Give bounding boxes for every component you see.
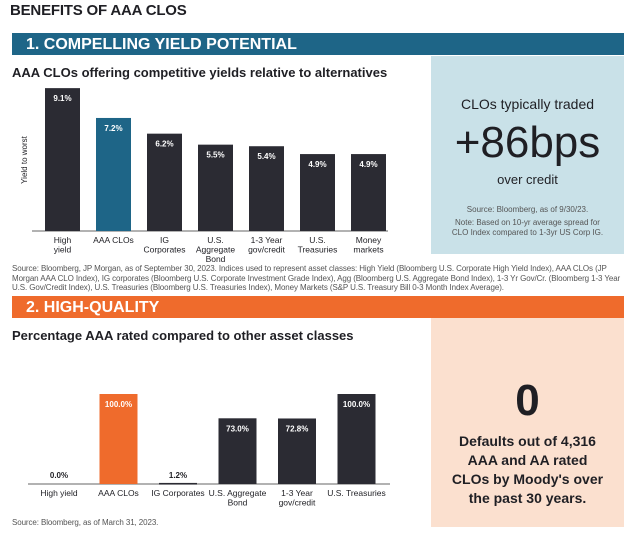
category-label-4: gov/credit (248, 245, 285, 255)
panel-line2: over credit (497, 172, 558, 187)
chart1-source: Source: Bloomberg, JP Morgan, as of Sept… (12, 264, 621, 292)
category-label-3: Aggregate (196, 245, 235, 255)
chart2-source: Source: Bloomberg, as of March 31, 2023. (12, 518, 159, 527)
bar-2 (159, 482, 197, 485)
bar-1 (96, 117, 131, 231)
chart1-ylabel: Yield to worst (20, 135, 29, 184)
category-label-4: 1-3 Year (281, 488, 313, 498)
category-label-6: markets (353, 245, 383, 255)
category-label-5: U.S. (309, 235, 326, 245)
defaults-panel: 0 Defaults out of 4,316 AAA and AA rated… (431, 318, 624, 527)
category-label-2: IG Corporates (151, 488, 204, 498)
spread-panel: CLOs typically traded +86bps over credit… (431, 56, 624, 254)
bar-label-2: 6.2% (155, 140, 173, 149)
bar-label-4: 72.8% (286, 424, 309, 433)
category-label-3: Bond (206, 254, 226, 264)
bar-label-5: 4.9% (308, 160, 326, 169)
category-label-4: 1-3 Year (251, 235, 283, 245)
bar-label-1: 7.2% (104, 124, 122, 133)
bar-label-4: 5.4% (257, 152, 275, 161)
panel-big-value: +86bps (454, 118, 601, 167)
bar-label-0: 9.1% (53, 94, 71, 103)
category-label-0: High yield (40, 488, 78, 498)
bar-2 (147, 133, 182, 231)
category-label-4: gov/credit (279, 498, 316, 508)
category-label-5: U.S. Treasuries (327, 488, 386, 498)
bar-label-3: 5.5% (206, 151, 224, 160)
category-label-3: U.S. (207, 235, 224, 245)
category-label-0: yield (54, 245, 72, 255)
section1-header: 1. COMPELLING YIELD POTENTIAL (12, 33, 624, 55)
bar-label-6: 4.9% (359, 160, 377, 169)
category-label-3: Bond (228, 498, 248, 508)
chart1-subtitle: AAA CLOs offering competitive yields rel… (12, 65, 388, 80)
bar-label-5: 100.0% (343, 400, 370, 409)
category-label-2: IG (160, 235, 169, 245)
bar-3 (218, 418, 257, 484)
bar-4 (278, 418, 316, 484)
bar-0 (45, 88, 80, 231)
bar-5 (337, 394, 376, 484)
defaults-value: 0 (515, 376, 540, 425)
category-label-6: Money (356, 235, 382, 245)
bar-label-2: 1.2% (169, 471, 187, 480)
panel-note: Note: Based on 10-yr average spread for … (451, 218, 604, 237)
bar-3 (198, 144, 233, 231)
category-label-3: U.S. Aggregate (209, 488, 267, 498)
bar-1 (99, 394, 138, 484)
panel-line1: CLOs typically traded (460, 96, 595, 112)
page-title: BENEFITS OF AAA CLOS (10, 2, 187, 19)
category-label-0: High (54, 235, 72, 245)
bar-5 (300, 154, 335, 231)
bar-label-1: 100.0% (105, 400, 132, 409)
category-label-1: AAA CLOs (98, 488, 139, 498)
bar-4 (249, 146, 284, 231)
chart2-subtitle: Percentage AAA rated compared to other a… (12, 328, 354, 343)
category-label-2: Corporates (143, 245, 185, 255)
panel-source: Source: Bloomberg, as of 9/30/23. (466, 205, 589, 214)
bar-label-3: 73.0% (226, 424, 249, 433)
section2-header: 2. HIGH-QUALITY (12, 296, 624, 318)
category-label-1: AAA CLOs (93, 235, 134, 245)
category-label-5: Treasuries (298, 245, 338, 255)
defaults-text: Defaults out of 4,316 AAA and AA rated C… (451, 433, 604, 506)
bar-label-0: 0.0% (50, 471, 68, 480)
bar-6 (351, 154, 386, 231)
